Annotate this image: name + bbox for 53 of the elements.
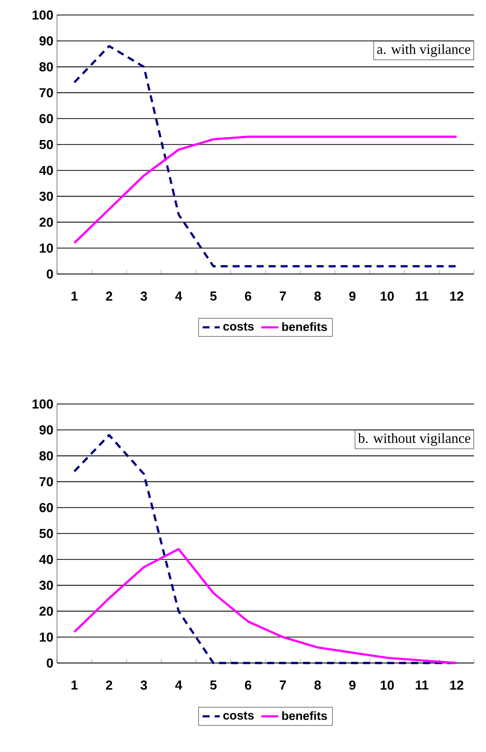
y-tick-label: 90 [39, 36, 53, 46]
y-tick-label: 100 [32, 10, 53, 20]
x-tick-label: 3 [140, 680, 148, 690]
y-tick-label: 100 [32, 399, 53, 409]
x-tick-label: 4 [175, 680, 182, 690]
legend-label: benefits [282, 322, 327, 332]
legend-label: benefits [282, 711, 327, 720]
x-tick-label: 9 [349, 680, 356, 690]
y-tick-label: 10 [40, 244, 53, 253]
x-tick-label: 5 [210, 292, 217, 301]
y-tick-label: 80 [39, 451, 53, 460]
y-tick-label: 70 [40, 477, 53, 486]
y-tick-label: 50 [39, 528, 53, 538]
x-tick-label: 7 [280, 292, 286, 300]
y-tick-label: 40 [39, 166, 53, 176]
y-tick-label: 90 [39, 425, 53, 435]
x-tick-label: 3 [140, 292, 148, 301]
x-tick-label: 8 [314, 292, 321, 301]
y-tick-label: 0 [46, 269, 53, 279]
y-tick-label: 60 [39, 503, 53, 512]
x-tick-label: 2 [106, 680, 112, 690]
x-tick-label: 12 [450, 292, 464, 301]
x-tick-label: 6 [244, 292, 252, 301]
x-tick-label: 8 [314, 680, 321, 690]
x-tick-label: 11 [416, 680, 428, 690]
legend-label: costs [223, 712, 254, 720]
y-tick-label: 50 [39, 140, 53, 150]
x-tick-label: 4 [175, 292, 182, 300]
x-tick-label: 10 [380, 292, 394, 301]
y-tick-label: 30 [39, 580, 53, 590]
y-tick-label: 70 [40, 88, 53, 98]
x-tick-label: 6 [244, 680, 252, 690]
annotation: a. with vigilance [377, 44, 470, 57]
x-tick-label: 5 [210, 680, 217, 690]
x-tick-label: 1 [72, 680, 78, 690]
y-tick-label: 20 [39, 218, 53, 227]
y-tick-label: 10 [40, 632, 53, 642]
y-tick-label: 40 [39, 554, 53, 564]
annotation: b. without vigilance [358, 433, 470, 446]
x-tick-label: 1 [72, 292, 78, 300]
x-tick-label: 2 [106, 292, 112, 301]
x-tick-label: 9 [349, 292, 356, 301]
line-series [73, 548, 458, 664]
x-tick-label: 12 [450, 680, 464, 690]
y-tick-label: 30 [39, 192, 53, 201]
x-tick-label: 11 [416, 292, 428, 300]
y-tick-label: 80 [39, 62, 53, 72]
y-tick-label: 0 [46, 658, 53, 668]
y-tick-label: 60 [39, 114, 53, 124]
x-tick-label: 10 [380, 680, 394, 690]
y-tick-label: 20 [39, 606, 53, 616]
legend-label: costs [223, 322, 254, 331]
x-tick-label: 7 [280, 680, 286, 690]
